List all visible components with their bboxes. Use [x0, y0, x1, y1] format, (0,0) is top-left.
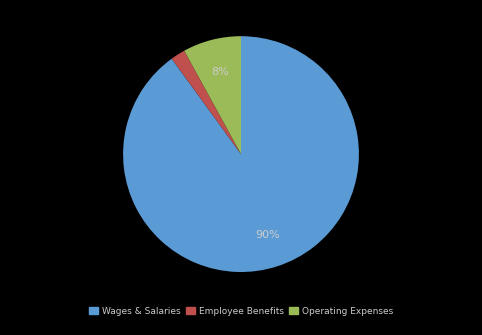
Text: 8%: 8% [211, 67, 229, 77]
Legend: Wages & Salaries, Employee Benefits, Operating Expenses: Wages & Salaries, Employee Benefits, Ope… [87, 305, 395, 318]
Wedge shape [123, 36, 359, 272]
Wedge shape [184, 36, 241, 154]
Wedge shape [172, 51, 241, 154]
Text: 90%: 90% [255, 230, 280, 240]
